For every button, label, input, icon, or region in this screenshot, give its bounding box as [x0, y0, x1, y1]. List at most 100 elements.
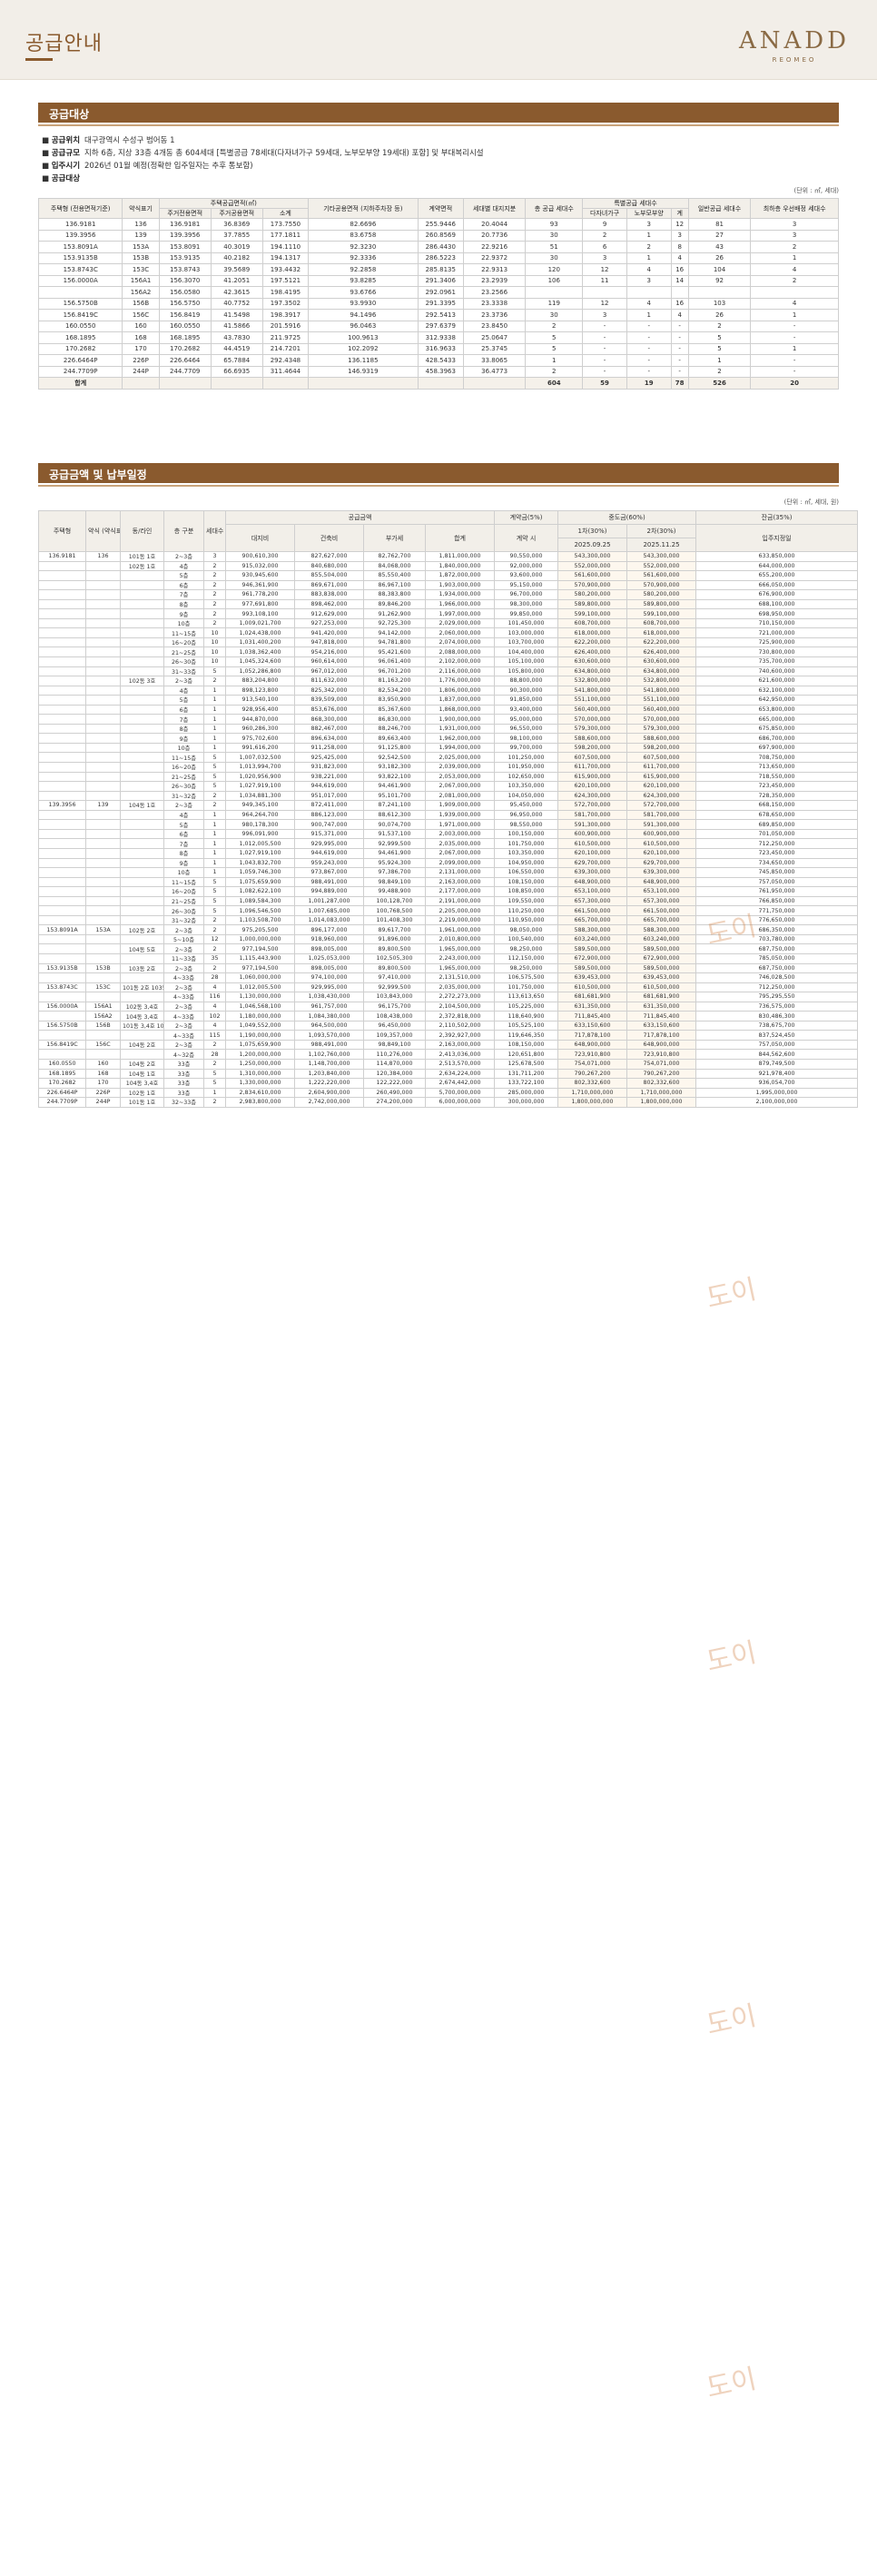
table-cell	[85, 742, 121, 754]
supply-target-table: 주택형 (전용면적기준) 약식표기 주택공급면적(㎡) 기타공용면적 (지하주차장 등…	[37, 198, 839, 390]
table-cell	[120, 905, 164, 916]
table-cell: 8층	[163, 598, 204, 610]
table-cell: 2	[203, 570, 226, 581]
table-cell: 89,800,500	[363, 943, 426, 954]
table-cell: 959,243,000	[294, 857, 364, 869]
table-cell: 93.6766	[308, 286, 419, 299]
table-cell: 93.8285	[308, 274, 419, 287]
table-cell: 160	[85, 1059, 121, 1070]
table-cell: 882,467,000	[294, 723, 364, 735]
table-row: 31~33층 5 1,052,286,800 967,012,000 96,701,20…	[38, 666, 859, 677]
table-cell: 4층	[163, 560, 204, 572]
table-cell: 915,032,000	[225, 560, 295, 572]
table-cell	[38, 560, 86, 572]
table-cell: 2,205,000,000	[424, 905, 496, 916]
table-cell: 44.4519	[210, 342, 263, 355]
table-cell: 81	[687, 218, 752, 231]
table-cell: 168.1895	[37, 331, 123, 344]
table-cell: 2,191,000,000	[424, 895, 496, 907]
table-row: 26~30층 5 1,096,546,500 1,007,685,000 100,768…	[38, 905, 859, 916]
table-cell: 1,082,622,100	[225, 886, 295, 897]
table-cell: 101,750,000	[494, 982, 559, 993]
table-cell: 40.3019	[210, 241, 263, 253]
table-cell: 653,100,000	[626, 886, 697, 897]
table-cell: 11~15층	[163, 752, 204, 764]
table-cell	[38, 598, 86, 610]
table-cell: 104동 1호	[120, 800, 164, 811]
table-cell: 964,500,000	[294, 1020, 364, 1031]
table-cell: 928,956,400	[225, 704, 295, 716]
table-cell: 713,650,000	[695, 762, 859, 773]
info-label: 공급규모	[51, 149, 81, 158]
table-cell: 105,525,100	[494, 1020, 559, 1031]
table-cell: 644,000,000	[695, 560, 859, 572]
header-cell: 주택공급면적(㎡)	[158, 198, 310, 209]
table-cell: 136	[85, 551, 121, 562]
table-cell: -	[582, 342, 627, 355]
table-cell: 2,834,610,000	[225, 1087, 295, 1099]
table-cell: 16	[670, 297, 689, 310]
table-cell: 28	[203, 1049, 226, 1060]
info-row: ■ 공급위치 대구광역시 수성구 범어동 1	[42, 136, 175, 145]
table-cell: 1,710,000,000	[626, 1087, 697, 1099]
table-cell	[670, 286, 689, 299]
table-cell: 30	[525, 252, 584, 264]
table-cell: 153B	[85, 962, 121, 974]
table-cell: 633,150,600	[626, 1020, 697, 1031]
table-cell: 112,150,000	[494, 952, 559, 964]
table-cell: 642,950,000	[695, 695, 859, 706]
header-cell: 공급금액	[224, 510, 496, 525]
table-cell: 6층	[163, 828, 204, 840]
table-cell: 2,067,000,000	[424, 781, 496, 792]
table-cell: 201.5916	[261, 320, 310, 332]
table-cell: 615,900,000	[626, 771, 697, 783]
table-cell: -	[582, 365, 627, 378]
table-cell: 1,806,000,000	[424, 685, 496, 696]
header-cell: 층 구분	[163, 510, 204, 552]
table-cell: 90,074,700	[363, 819, 426, 830]
table-cell: 1,007,685,000	[294, 905, 364, 916]
table-cell: 1	[203, 685, 226, 696]
table-cell	[85, 666, 121, 677]
table-cell: 1,776,000,000	[424, 676, 496, 686]
table-cell: -	[750, 331, 839, 344]
table-cell: 88,383,800	[363, 589, 426, 600]
table-row: 8층 2 977,691,800 898,462,000 89,846,200 1,966…	[38, 598, 859, 610]
table-cell	[37, 286, 123, 299]
table-cell	[120, 933, 164, 945]
table-cell: 526	[687, 377, 752, 390]
table-cell: 1	[203, 867, 226, 878]
table-cell: 560,400,000	[626, 704, 697, 716]
header-cell: 노부모부양	[626, 208, 672, 219]
table-cell: 102	[203, 1011, 226, 1022]
table-cell: 2	[203, 1039, 226, 1051]
table-cell: 103동 2호	[120, 962, 164, 974]
header-cell: 2025.11.25	[626, 538, 697, 552]
table-cell: 86,967,100	[363, 579, 426, 591]
table-cell: 581,700,000	[557, 809, 628, 821]
table-cell: 95,421,600	[363, 646, 426, 657]
header-cell: 일반공급 세대수	[687, 198, 752, 219]
table-cell: 2,067,000,000	[424, 847, 496, 859]
table-cell: 41.5498	[210, 309, 263, 321]
header-cell: 대지비	[225, 524, 295, 552]
table-cell: 101,250,000	[494, 752, 559, 764]
table-cell: 83.6758	[308, 229, 419, 242]
table-cell: 589,500,000	[626, 962, 697, 974]
table-cell: 701,050,000	[695, 828, 859, 840]
table-cell: 991,616,200	[225, 742, 295, 754]
table-cell: 607,500,000	[626, 752, 697, 764]
table-cell: 608,700,000	[557, 617, 628, 629]
table-row: 4층 1 898,123,800 825,342,000 82,534,200 1,806…	[38, 685, 859, 696]
table-cell: 91,262,900	[363, 608, 426, 619]
table-cell: 168.1895	[158, 331, 212, 344]
table-cell: 114,870,000	[363, 1059, 426, 1070]
table-cell: 718,550,000	[695, 771, 859, 783]
table-cell: 665,700,000	[626, 914, 697, 926]
table-cell: 95,101,700	[363, 790, 426, 802]
table-cell: 672,900,000	[626, 952, 697, 964]
table-cell: 639,300,000	[626, 867, 697, 878]
table-cell: 3	[670, 229, 689, 242]
table-row: 156A2 104동 3,4호 4~33층 102 1,180,000,000 1,084…	[38, 1011, 859, 1022]
table-cell: 177.1811	[261, 229, 310, 242]
